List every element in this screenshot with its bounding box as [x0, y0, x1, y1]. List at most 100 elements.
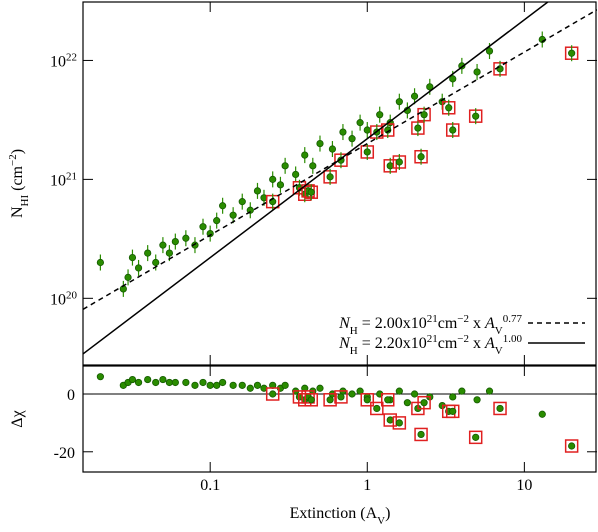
data-point: [96, 373, 104, 381]
plot-area: [83, 2, 597, 355]
legend-label-part: 0.77: [503, 313, 523, 325]
data-point: [472, 112, 480, 120]
legend-label-part: x: [469, 315, 485, 332]
data-point: [363, 126, 371, 134]
data-point: [246, 384, 254, 392]
fit-line: [83, 2, 549, 355]
legend-label-part: H: [350, 325, 358, 337]
y-axis-label-part: Δχ: [9, 409, 26, 427]
data-point: [182, 234, 190, 242]
data-point: [246, 206, 254, 214]
legend-label-part: V: [495, 325, 503, 337]
data-point: [449, 75, 457, 83]
x-tick-label: 0.1: [200, 477, 220, 494]
data-point: [171, 237, 179, 246]
data-point: [395, 158, 403, 166]
data-point: [356, 119, 364, 127]
data-point: [417, 430, 425, 439]
data-point: [445, 104, 453, 112]
data-point: [414, 124, 422, 132]
marker-box: [265, 387, 280, 401]
data-point: [128, 253, 137, 262]
data-point: [316, 139, 324, 148]
marker-box: [370, 401, 384, 416]
data-point: [420, 399, 428, 407]
data-point: [281, 381, 289, 389]
data-point: [395, 387, 403, 395]
frame: [82, 1, 597, 366]
legend-label-part: A: [484, 335, 495, 352]
data-point: [276, 181, 285, 189]
marker-box: [417, 395, 431, 410]
data-point: [124, 273, 132, 281]
marker-box: [493, 401, 507, 416]
legend-label-part: 21: [427, 313, 438, 325]
data-point: [395, 419, 403, 427]
data-point: [384, 396, 392, 404]
legend-label-part: −2: [457, 313, 469, 325]
legend-label-part: V: [495, 345, 503, 357]
data-point: [213, 217, 221, 225]
marker-box: [414, 427, 428, 442]
data-point: [403, 399, 411, 407]
marker-box: [380, 393, 395, 407]
data-point: [496, 404, 504, 413]
data-point: [152, 378, 160, 387]
data-point: [182, 378, 190, 387]
data-point: [328, 145, 337, 153]
data-point: [144, 375, 152, 384]
data-point: [206, 230, 214, 238]
data-point: [238, 198, 246, 206]
data-point: [307, 188, 315, 196]
marker-box: [323, 393, 337, 407]
data-point: [171, 378, 179, 387]
data-point: [356, 387, 364, 395]
data-point: [152, 258, 160, 267]
legend-label-part: = 2.00x10: [358, 315, 427, 332]
data-point: [307, 396, 315, 404]
marker-box: [564, 439, 579, 453]
data-point: [253, 381, 262, 389]
data-point: [96, 258, 104, 267]
data-point: [348, 390, 356, 398]
marker-box: [468, 430, 483, 445]
data-point: [449, 407, 457, 415]
marker-box: [392, 416, 407, 430]
legend-label-part: x: [469, 335, 485, 352]
marker-box: [383, 413, 397, 427]
data-point: [199, 223, 207, 231]
data-point: [269, 390, 277, 398]
data-point: [485, 47, 494, 55]
data-point: [229, 381, 237, 389]
data-point: [191, 381, 199, 389]
data-point: [386, 162, 394, 170]
y-tick-label: 1021: [50, 170, 77, 189]
marker-box: [445, 404, 460, 419]
legend-label: NH = 2.20x1021cm−2 x AV1.00: [338, 333, 522, 357]
legend-label-part: 21: [427, 333, 438, 345]
data-point: [337, 393, 345, 401]
legend-label-part: N: [338, 315, 351, 332]
data-point: [159, 375, 167, 384]
legend-label: NH = 2.00x1021cm−2 x AV0.77: [338, 313, 522, 337]
data-point: [348, 135, 356, 143]
data-point: [538, 410, 546, 418]
data-point: [449, 393, 457, 401]
y-axis-label: NHI (cm−2): [7, 149, 31, 218]
data-point: [238, 381, 246, 389]
data-point: [426, 83, 434, 91]
y-tick-label: -20: [54, 445, 75, 462]
data-point: [134, 378, 143, 387]
data-point: [363, 396, 371, 404]
legend-label-part: cm: [438, 315, 458, 332]
marker-box: [304, 393, 319, 407]
data-point: [458, 387, 466, 395]
marker-box: [301, 390, 315, 404]
data-point: [292, 170, 300, 179]
data-point: [213, 381, 221, 389]
data-point: [219, 202, 227, 210]
data-point: [410, 390, 419, 398]
data-point: [496, 65, 504, 73]
y-axis-label-part: ): [9, 149, 26, 154]
data-point: [373, 404, 381, 413]
